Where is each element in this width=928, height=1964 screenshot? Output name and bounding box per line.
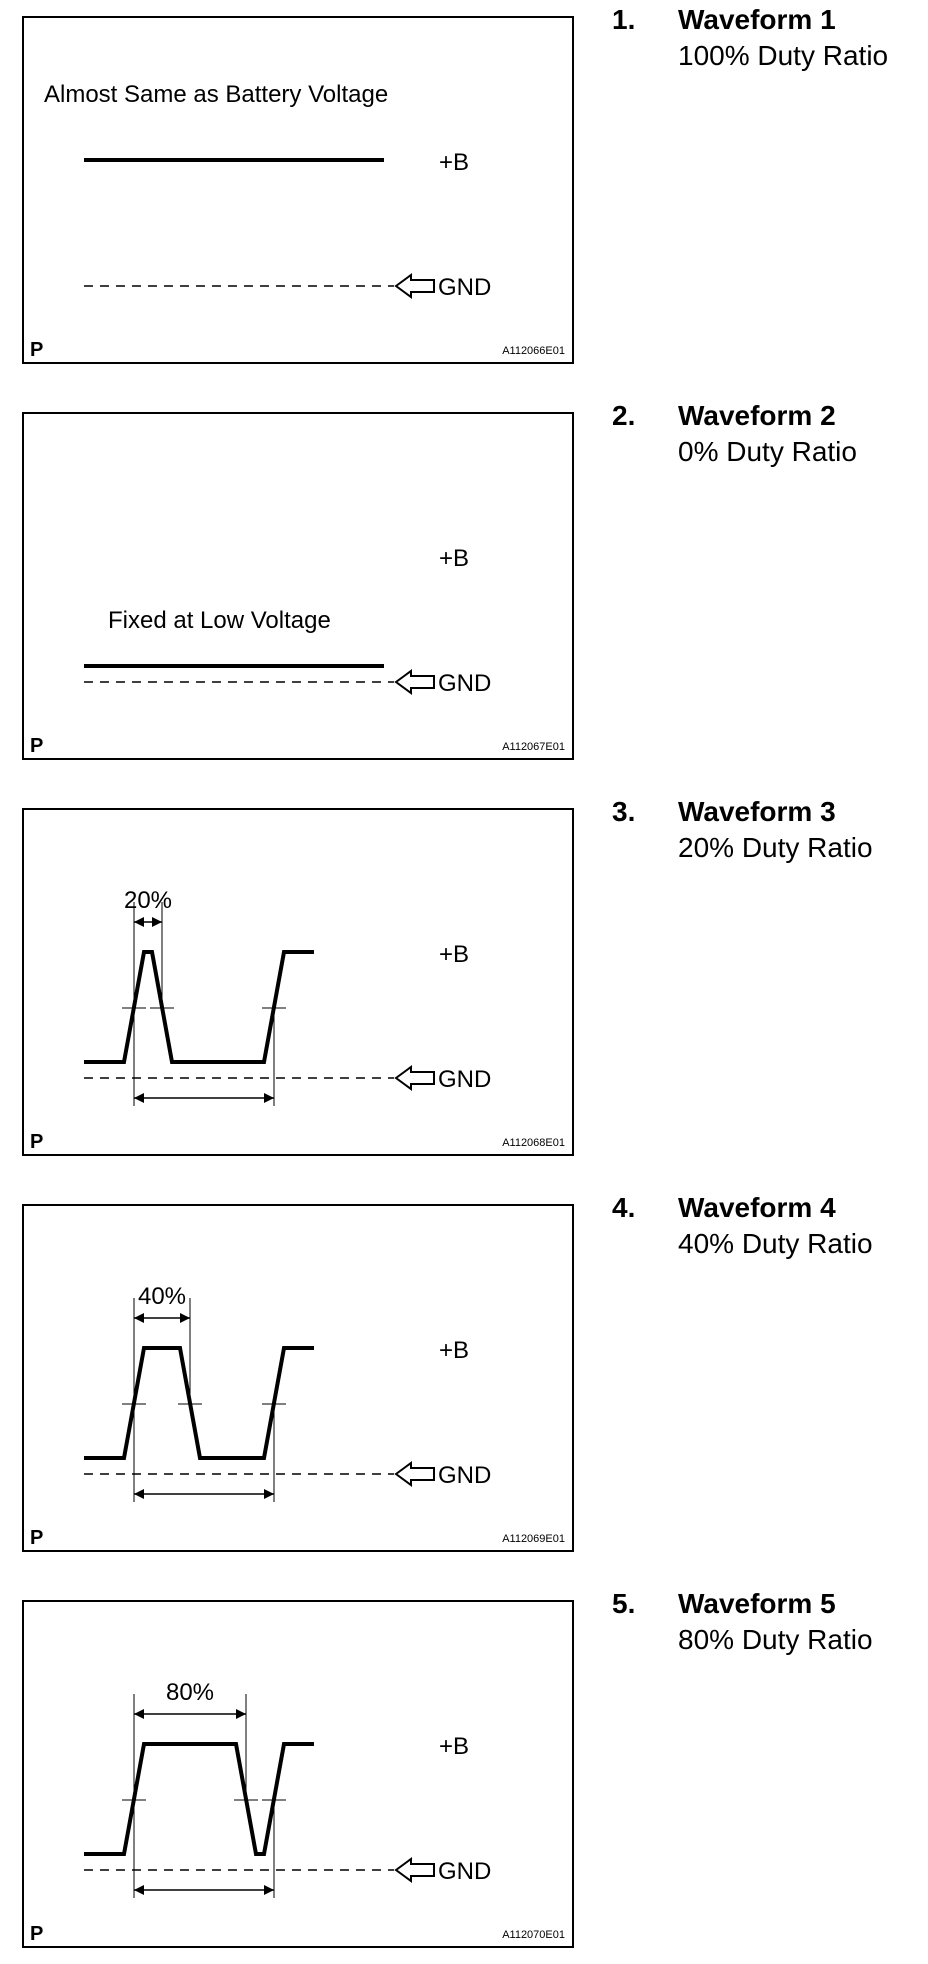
note-text: Fixed at Low Voltage bbox=[108, 607, 331, 634]
gnd-arrow-icon bbox=[394, 1857, 435, 1883]
panel-marker: P bbox=[30, 1923, 43, 1945]
caption-number: 5. bbox=[612, 1588, 636, 1619]
gnd-label: GND bbox=[438, 670, 491, 697]
arrowhead-icon bbox=[134, 1093, 144, 1103]
caption-title: Waveform 2 bbox=[678, 400, 836, 431]
caption-duty: 40% Duty Ratio bbox=[678, 1228, 873, 1259]
plus-b-label: +B bbox=[439, 1337, 469, 1364]
caption-title: Waveform 5 bbox=[678, 1588, 836, 1619]
note-text: Almost Same as Battery Voltage bbox=[44, 81, 388, 108]
panel-marker: P bbox=[30, 339, 43, 361]
arrowhead-icon bbox=[134, 1489, 144, 1499]
waveform-2-panel: +B Fixed at Low Voltage GND P A112067E01 bbox=[22, 412, 574, 760]
waveform-1-panel: Almost Same as Battery Voltage +B GND P … bbox=[22, 16, 574, 364]
arrowhead-icon bbox=[152, 917, 162, 927]
caption-duty: 0% Duty Ratio bbox=[678, 436, 857, 467]
plus-b-label: +B bbox=[439, 545, 469, 572]
figure-code: A112068E01 bbox=[502, 1137, 565, 1149]
arrowhead-icon bbox=[236, 1709, 246, 1719]
arrowhead-icon bbox=[264, 1093, 274, 1103]
caption-number: 3. bbox=[612, 796, 636, 827]
figure-code: A112067E01 bbox=[502, 741, 565, 753]
plus-b-label: +B bbox=[439, 149, 469, 176]
waveform-5-panel: 80% +B GND P A112070E01 bbox=[22, 1600, 574, 1948]
waveform-1-diagram: Almost Same as Battery Voltage +B GND P … bbox=[30, 81, 565, 361]
waveform-4-diagram: 40% +B GND P A112069E01 bbox=[30, 1283, 565, 1549]
caption-title: Waveform 3 bbox=[678, 796, 836, 827]
gnd-arrow-icon bbox=[394, 1461, 435, 1487]
gnd-arrow-icon bbox=[394, 669, 435, 695]
gnd-label: GND bbox=[438, 1462, 491, 1489]
caption-number: 4. bbox=[612, 1192, 636, 1223]
pulse-waveform bbox=[84, 1346, 314, 1460]
panel-marker: P bbox=[30, 1527, 43, 1549]
waveform-2-diagram: +B Fixed at Low Voltage GND P A112067E01 bbox=[30, 545, 565, 757]
arrowhead-icon bbox=[134, 1709, 144, 1719]
arrowhead-icon bbox=[264, 1489, 274, 1499]
waveform-3-diagram: 20% +B GND P A112068E01 bbox=[30, 887, 565, 1153]
pulse-width-label: 80% bbox=[166, 1679, 214, 1706]
gnd-arrow-icon bbox=[394, 273, 435, 299]
caption-duty: 80% Duty Ratio bbox=[678, 1624, 873, 1655]
caption-title: Waveform 1 bbox=[678, 4, 836, 35]
waveform-5-diagram: 80% +B GND P A112070E01 bbox=[30, 1679, 565, 1945]
gnd-label: GND bbox=[438, 1066, 491, 1093]
waveform-3-panel: 20% +B GND P A112068E01 bbox=[22, 808, 574, 1156]
caption-duty: 100% Duty Ratio bbox=[678, 40, 889, 71]
gnd-label: GND bbox=[438, 274, 491, 301]
waveform-4-panel: 40% +B GND P A112069E01 bbox=[22, 1204, 574, 1552]
panel-marker: P bbox=[30, 735, 43, 757]
gnd-arrow-icon bbox=[394, 1065, 435, 1091]
gnd-label: GND bbox=[438, 1858, 491, 1885]
arrowhead-icon bbox=[180, 1313, 190, 1323]
plus-b-label: +B bbox=[439, 1733, 469, 1760]
caption-number: 1. bbox=[612, 4, 636, 35]
plus-b-label: +B bbox=[439, 941, 469, 968]
arrowhead-icon bbox=[134, 917, 144, 927]
figure-code: A112070E01 bbox=[502, 1929, 565, 1941]
figure-code: A112066E01 bbox=[502, 345, 565, 357]
arrowhead-icon bbox=[134, 1885, 144, 1895]
arrowhead-icon bbox=[264, 1885, 274, 1895]
pulse-waveform bbox=[84, 1742, 314, 1856]
pulse-width-label: 40% bbox=[138, 1283, 186, 1310]
caption-duty: 20% Duty Ratio bbox=[678, 832, 873, 863]
pulse-width-label: 20% bbox=[124, 887, 172, 914]
pulse-waveform bbox=[84, 950, 314, 1064]
panel-marker: P bbox=[30, 1131, 43, 1153]
caption-number: 2. bbox=[612, 400, 636, 431]
caption-title: Waveform 4 bbox=[678, 1192, 836, 1223]
figure-code: A112069E01 bbox=[502, 1533, 565, 1545]
arrowhead-icon bbox=[134, 1313, 144, 1323]
